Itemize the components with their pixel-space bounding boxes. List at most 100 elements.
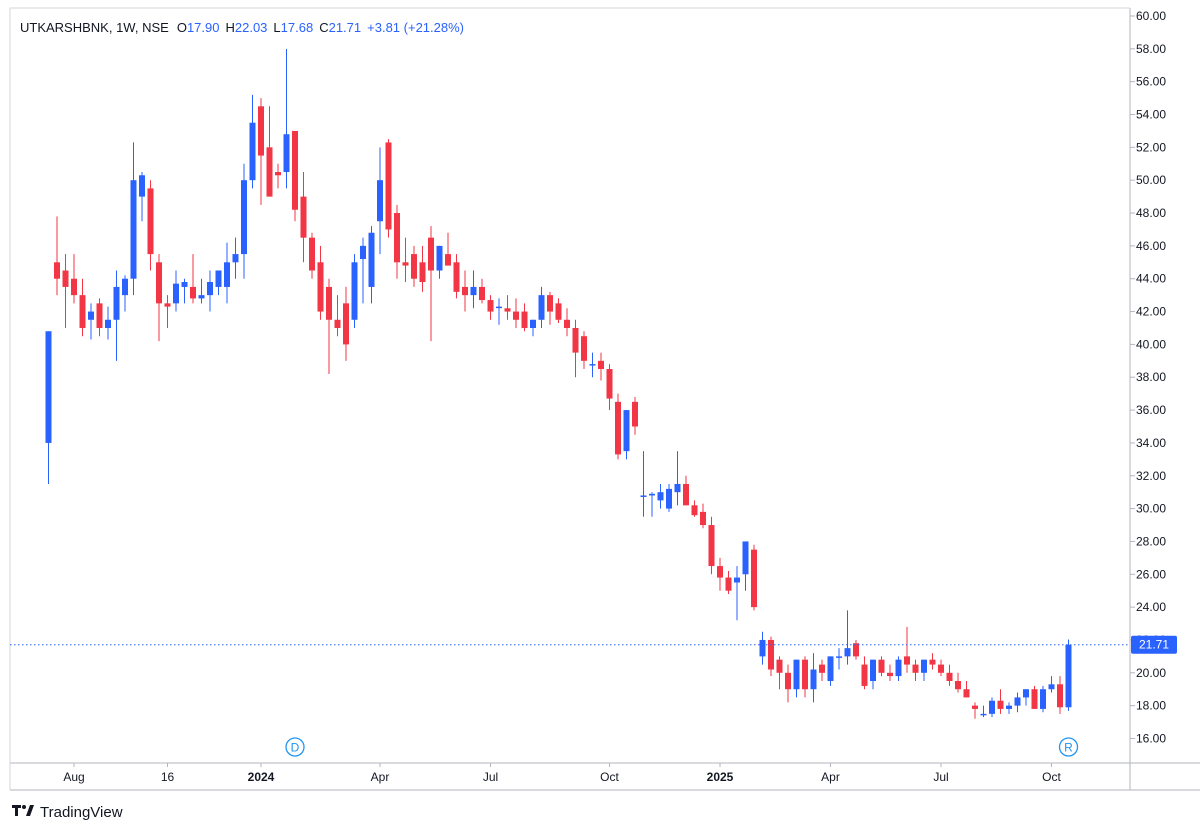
candle-body[interactable] bbox=[453, 262, 460, 292]
candle-body[interactable] bbox=[343, 303, 349, 345]
candle-body[interactable] bbox=[802, 659, 808, 690]
candle-body[interactable] bbox=[657, 492, 664, 501]
candle-body[interactable] bbox=[929, 659, 936, 665]
candle-body[interactable] bbox=[479, 286, 485, 301]
candle-body[interactable] bbox=[62, 270, 69, 287]
candle-body[interactable] bbox=[402, 262, 409, 266]
candle-body[interactable] bbox=[504, 308, 511, 312]
candle-body[interactable] bbox=[198, 295, 205, 299]
candle-body[interactable] bbox=[895, 659, 902, 677]
candle-body[interactable] bbox=[1048, 684, 1055, 690]
candle-body[interactable] bbox=[1023, 689, 1029, 698]
candle-body[interactable] bbox=[326, 286, 332, 320]
candle-body[interactable] bbox=[946, 672, 953, 682]
candle-body[interactable] bbox=[139, 175, 145, 197]
candle-body[interactable] bbox=[649, 493, 655, 496]
candle-body[interactable] bbox=[997, 700, 1004, 709]
candle-body[interactable] bbox=[759, 639, 766, 657]
candle-body[interactable] bbox=[411, 254, 417, 279]
candle-body[interactable] bbox=[912, 664, 919, 673]
candle-body[interactable] bbox=[1040, 689, 1046, 709]
candle-body[interactable] bbox=[785, 672, 791, 690]
candle-body[interactable] bbox=[215, 270, 222, 287]
candle-body[interactable] bbox=[385, 142, 392, 230]
candle-body[interactable] bbox=[598, 360, 604, 370]
candle-body[interactable] bbox=[589, 364, 596, 366]
candle-body[interactable] bbox=[394, 213, 400, 263]
candle-body[interactable] bbox=[79, 295, 86, 328]
candle-body[interactable] bbox=[887, 672, 893, 677]
candle-body[interactable] bbox=[980, 713, 987, 716]
candle-body[interactable] bbox=[368, 232, 375, 287]
candle-body[interactable] bbox=[555, 303, 562, 320]
candle-body[interactable] bbox=[377, 180, 383, 222]
candle-body[interactable] bbox=[963, 689, 970, 698]
candle-body[interactable] bbox=[513, 311, 519, 320]
candle-body[interactable] bbox=[190, 286, 196, 299]
candle-body[interactable] bbox=[861, 664, 868, 686]
candle-body[interactable] bbox=[547, 295, 553, 312]
candle-body[interactable] bbox=[105, 319, 111, 328]
candle-body[interactable] bbox=[989, 700, 995, 714]
candle-body[interactable] bbox=[113, 286, 120, 320]
candle-body[interactable] bbox=[827, 656, 834, 682]
candle-body[interactable] bbox=[844, 648, 851, 657]
candle-body[interactable] bbox=[445, 254, 451, 266]
candle-body[interactable] bbox=[530, 319, 536, 328]
candle-body[interactable] bbox=[88, 311, 94, 320]
candle-body[interactable] bbox=[734, 577, 740, 583]
candle-body[interactable] bbox=[768, 639, 774, 670]
candle-body[interactable] bbox=[241, 180, 247, 255]
candle-body[interactable] bbox=[266, 147, 273, 197]
candle-body[interactable] bbox=[1031, 689, 1038, 709]
candle-body[interactable] bbox=[156, 262, 162, 304]
candle-body[interactable] bbox=[360, 245, 366, 260]
candle-body[interactable] bbox=[572, 327, 579, 353]
candle-body[interactable] bbox=[700, 511, 706, 526]
candle-body[interactable] bbox=[810, 669, 817, 690]
candle-body[interactable] bbox=[870, 659, 876, 682]
candle-body[interactable] bbox=[793, 659, 800, 690]
candle-body[interactable] bbox=[147, 188, 154, 255]
candle-body[interactable] bbox=[581, 336, 587, 361]
candle-body[interactable] bbox=[742, 541, 749, 575]
candle-body[interactable] bbox=[45, 331, 52, 443]
candle-body[interactable] bbox=[725, 577, 732, 591]
candle-body[interactable] bbox=[538, 295, 545, 320]
candle-body[interactable] bbox=[309, 237, 315, 271]
candle-body[interactable] bbox=[351, 262, 358, 320]
event-marker-r[interactable] bbox=[1058, 737, 1079, 757]
candle-body[interactable] bbox=[1057, 684, 1063, 708]
candle-body[interactable] bbox=[666, 488, 672, 509]
candle-body[interactable] bbox=[122, 278, 128, 296]
candle-body[interactable] bbox=[640, 495, 647, 497]
event-marker-d[interactable] bbox=[285, 737, 305, 757]
candle-body[interactable] bbox=[224, 262, 230, 287]
candle-body[interactable] bbox=[207, 282, 213, 296]
candle-body[interactable] bbox=[632, 401, 638, 427]
candle-body[interactable] bbox=[691, 505, 698, 516]
candle-body[interactable] bbox=[878, 659, 885, 673]
candle-body[interactable] bbox=[181, 282, 188, 287]
candle-body[interactable] bbox=[232, 254, 239, 263]
candle-body[interactable] bbox=[674, 483, 681, 493]
candle-body[interactable] bbox=[921, 659, 927, 673]
candle-body[interactable] bbox=[96, 303, 103, 328]
candle-body[interactable] bbox=[334, 319, 341, 328]
candle-body[interactable] bbox=[819, 664, 825, 673]
candle-body[interactable] bbox=[904, 656, 910, 665]
candle-body[interactable] bbox=[292, 130, 298, 210]
candle-body[interactable] bbox=[470, 286, 477, 296]
candle-body[interactable] bbox=[173, 283, 179, 304]
tradingview-brand[interactable]: TradingView bbox=[12, 803, 123, 822]
candle-body[interactable] bbox=[300, 196, 307, 238]
candle-body[interactable] bbox=[428, 237, 434, 271]
candle-body[interactable] bbox=[249, 122, 256, 181]
candle-body[interactable] bbox=[71, 278, 77, 296]
candle-body[interactable] bbox=[1014, 697, 1021, 706]
candle-body[interactable] bbox=[1006, 705, 1012, 709]
candle-body[interactable] bbox=[275, 171, 281, 176]
candle-body[interactable] bbox=[419, 262, 426, 283]
